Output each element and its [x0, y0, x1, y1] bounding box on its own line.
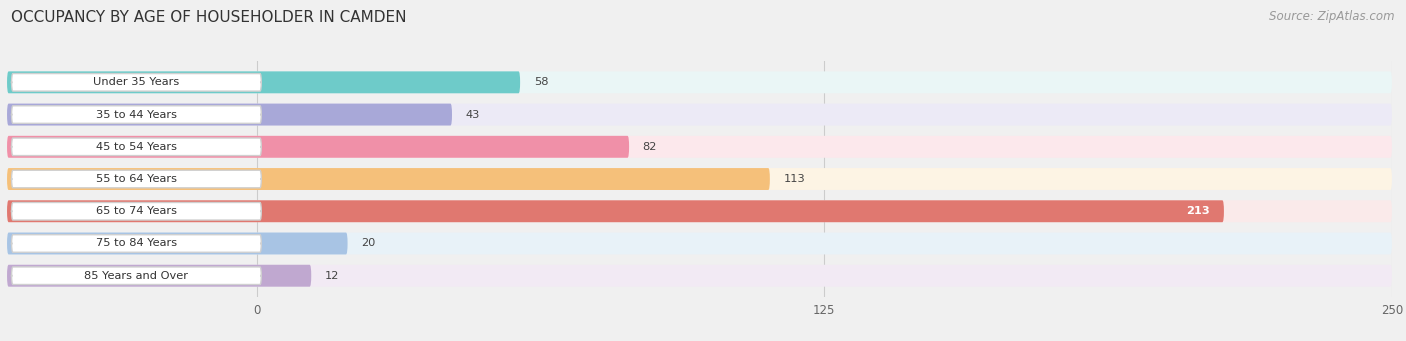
Text: 82: 82	[643, 142, 657, 152]
FancyBboxPatch shape	[7, 71, 1392, 93]
FancyBboxPatch shape	[7, 200, 1225, 222]
Text: 65 to 74 Years: 65 to 74 Years	[96, 206, 177, 216]
FancyBboxPatch shape	[11, 267, 262, 284]
FancyBboxPatch shape	[11, 106, 262, 123]
FancyBboxPatch shape	[7, 168, 1392, 190]
FancyBboxPatch shape	[7, 233, 347, 254]
Text: 55 to 64 Years: 55 to 64 Years	[96, 174, 177, 184]
FancyBboxPatch shape	[11, 203, 262, 220]
FancyBboxPatch shape	[7, 265, 1392, 287]
FancyBboxPatch shape	[11, 235, 262, 252]
Text: 113: 113	[783, 174, 806, 184]
FancyBboxPatch shape	[7, 265, 311, 287]
Text: 35 to 44 Years: 35 to 44 Years	[96, 109, 177, 120]
Text: Source: ZipAtlas.com: Source: ZipAtlas.com	[1270, 10, 1395, 23]
FancyBboxPatch shape	[7, 168, 770, 190]
Text: 85 Years and Over: 85 Years and Over	[84, 271, 188, 281]
Text: 213: 213	[1187, 206, 1211, 216]
Text: 12: 12	[325, 271, 339, 281]
Text: 45 to 54 Years: 45 to 54 Years	[96, 142, 177, 152]
FancyBboxPatch shape	[7, 200, 1392, 222]
FancyBboxPatch shape	[11, 138, 262, 155]
Text: 20: 20	[361, 238, 375, 249]
FancyBboxPatch shape	[7, 136, 1392, 158]
FancyBboxPatch shape	[7, 71, 520, 93]
Text: 43: 43	[465, 109, 479, 120]
Text: OCCUPANCY BY AGE OF HOUSEHOLDER IN CAMDEN: OCCUPANCY BY AGE OF HOUSEHOLDER IN CAMDE…	[11, 10, 406, 25]
FancyBboxPatch shape	[7, 104, 451, 125]
Text: Under 35 Years: Under 35 Years	[93, 77, 180, 87]
FancyBboxPatch shape	[7, 233, 1392, 254]
FancyBboxPatch shape	[7, 104, 1392, 125]
FancyBboxPatch shape	[11, 74, 262, 91]
FancyBboxPatch shape	[7, 136, 628, 158]
Text: 75 to 84 Years: 75 to 84 Years	[96, 238, 177, 249]
Text: 58: 58	[534, 77, 548, 87]
FancyBboxPatch shape	[11, 170, 262, 188]
